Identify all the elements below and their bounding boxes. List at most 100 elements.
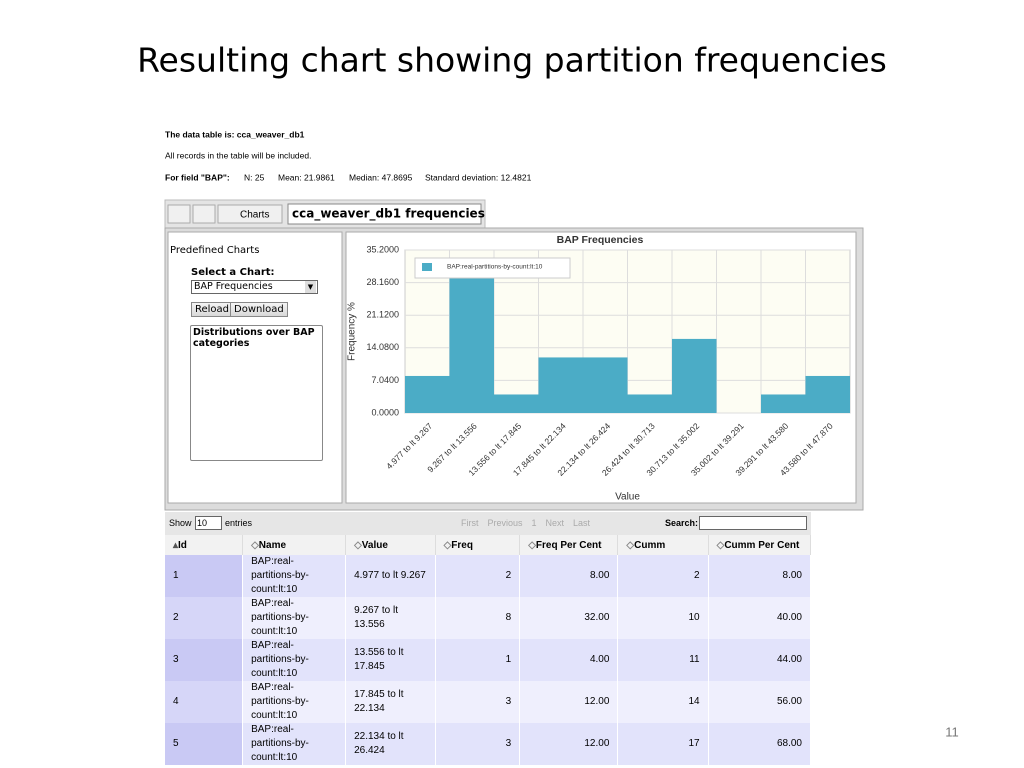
bar	[761, 394, 806, 413]
show-label: Show	[169, 518, 192, 528]
table-cell: BAP:real-partitions-by-count:lt:10	[242, 597, 347, 639]
sidebar-heading: Predefined Charts	[170, 245, 260, 256]
column-header[interactable]: Name	[242, 535, 347, 555]
y-tick-label: 14.0800	[366, 342, 399, 352]
y-tick-label: 35.2000	[366, 244, 399, 254]
pager-link[interactable]: 1	[531, 518, 537, 528]
pager: First Previous 1 Next Last	[461, 518, 599, 528]
table-cell: 68.00	[708, 723, 812, 765]
header-row: IdNameValueFreqFreq Per CentCummCumm Per…	[165, 535, 812, 555]
table-cell: 4.00	[519, 639, 619, 681]
y-tick-label: 7.0400	[371, 375, 399, 385]
table-cell: 2	[435, 555, 521, 597]
page-size-select[interactable]: 10	[195, 516, 222, 530]
column-header[interactable]: Value	[345, 535, 436, 555]
entries-label: entries	[225, 518, 253, 528]
charts-button[interactable]	[217, 204, 283, 224]
bar	[583, 357, 628, 413]
tab[interactable]	[287, 203, 482, 225]
column-header[interactable]: Freq	[435, 535, 521, 555]
bar	[627, 394, 672, 413]
column-header[interactable]: Id	[165, 535, 244, 555]
x-axis-label: Value	[615, 492, 640, 503]
tab-label: cca_weaver_db1 frequencies	[292, 207, 485, 222]
table-cell: 32.00	[519, 597, 619, 639]
bar	[805, 375, 850, 413]
download-button[interactable]: Download	[230, 302, 288, 317]
bar	[494, 394, 539, 413]
info-table: The data table is: cca_weaver_db1	[165, 129, 305, 139]
table-cell: 1	[435, 639, 521, 681]
info-mean: Mean: 21.9861	[278, 172, 335, 182]
bar	[538, 357, 583, 413]
table-cell: BAP:real-partitions-by-count:lt:10	[242, 639, 347, 681]
table-cell: 56.00	[708, 681, 812, 723]
description-box[interactable]: Distributions over BAP categories	[190, 325, 323, 461]
selected-chart: BAP Frequencies	[194, 281, 273, 292]
table-cell: BAP:real-partitions-by-count:lt:10	[242, 555, 347, 597]
info-records: All records in the table will be include…	[165, 150, 311, 160]
table-row: 4 BAP:real-partitions-by-count:lt:10 17.84…	[165, 681, 812, 723]
search-label: Search:	[665, 518, 699, 528]
y-axis-label: Frequency %	[347, 302, 358, 361]
table-cell: 8.00	[519, 555, 619, 597]
data-table: IdNameValueFreqFreq Per CentCummCumm Per…	[165, 535, 812, 765]
table-cell: 4	[165, 681, 244, 723]
column-header[interactable]: Freq Per Cent	[519, 535, 619, 555]
charts-button-label: Charts	[240, 210, 269, 221]
icon-button[interactable]	[167, 204, 191, 224]
table-cell: 4.977 to lt 9.267	[345, 555, 436, 597]
chart-title: BAP Frequencies	[557, 234, 644, 246]
select-arrow: ▼	[305, 281, 316, 293]
table-cell: 12.00	[519, 723, 619, 765]
table-cell: 13.556 to lt 17.845	[345, 639, 436, 681]
pager-link[interactable]: Previous	[487, 518, 523, 528]
chart-select[interactable]: BAP Frequencies ▼	[191, 280, 318, 294]
y-tick-label: 21.1200	[366, 310, 399, 320]
table-cell: 1	[165, 555, 244, 597]
reload-button[interactable]: Reload	[191, 302, 234, 317]
table-cell: 22.134 to lt 26.424	[345, 723, 436, 765]
table-cell: 12.00	[519, 681, 619, 723]
table-cell: 2	[617, 555, 709, 597]
bar	[405, 375, 450, 413]
table-controls: Show 10 entries First Previous 1 Next Last S…	[165, 512, 811, 535]
table-row: 2 BAP:real-partitions-by-count:lt:10 9.267…	[165, 597, 812, 639]
table-cell: 17	[617, 723, 709, 765]
table-cell: 8	[435, 597, 521, 639]
pager-link[interactable]: First	[461, 518, 479, 528]
info-median: Median: 47.8695	[349, 172, 413, 182]
table-cell: 14	[617, 681, 709, 723]
legend	[414, 257, 571, 279]
table-cell: 8.00	[708, 555, 812, 597]
bar	[449, 264, 494, 413]
legend-swatch	[422, 263, 432, 271]
table-cell: 3	[435, 723, 521, 765]
table-cell: 5	[165, 723, 244, 765]
table-row: 5 BAP:real-partitions-by-count:lt:10 22.13…	[165, 723, 812, 765]
column-header[interactable]: Cumm	[617, 535, 709, 555]
table-cell: BAP:real-partitions-by-count:lt:10	[242, 723, 347, 765]
search-input[interactable]	[699, 516, 807, 530]
select-label: Select a Chart:	[191, 267, 275, 278]
table-cell: 3	[165, 639, 244, 681]
info-std: Standard deviation: 12.4821	[425, 172, 532, 182]
pager-link[interactable]: Next	[545, 518, 565, 528]
table-cell: 3	[435, 681, 521, 723]
icon-button[interactable]	[192, 204, 216, 224]
column-header[interactable]: Cumm Per Cent	[708, 535, 812, 555]
pager-link[interactable]: Last	[573, 518, 591, 528]
table-cell: 2	[165, 597, 244, 639]
table-row: 1 BAP:real-partitions-by-count:lt:10 4.977…	[165, 555, 812, 597]
table-cell: 11	[617, 639, 709, 681]
table-cell: 10	[617, 597, 709, 639]
table-cell: 9.267 to lt 13.556	[345, 597, 436, 639]
table-cell: BAP:real-partitions-by-count:lt:10	[242, 681, 347, 723]
table-row: 3 BAP:real-partitions-by-count:lt:10 13.55…	[165, 639, 812, 681]
info-n: N: 25	[244, 172, 265, 182]
bar	[672, 338, 717, 413]
table-cell: 17.845 to lt 22.134	[345, 681, 436, 723]
info-field: For field "BAP":	[165, 172, 230, 182]
y-tick-label: 28.1600	[366, 277, 399, 287]
